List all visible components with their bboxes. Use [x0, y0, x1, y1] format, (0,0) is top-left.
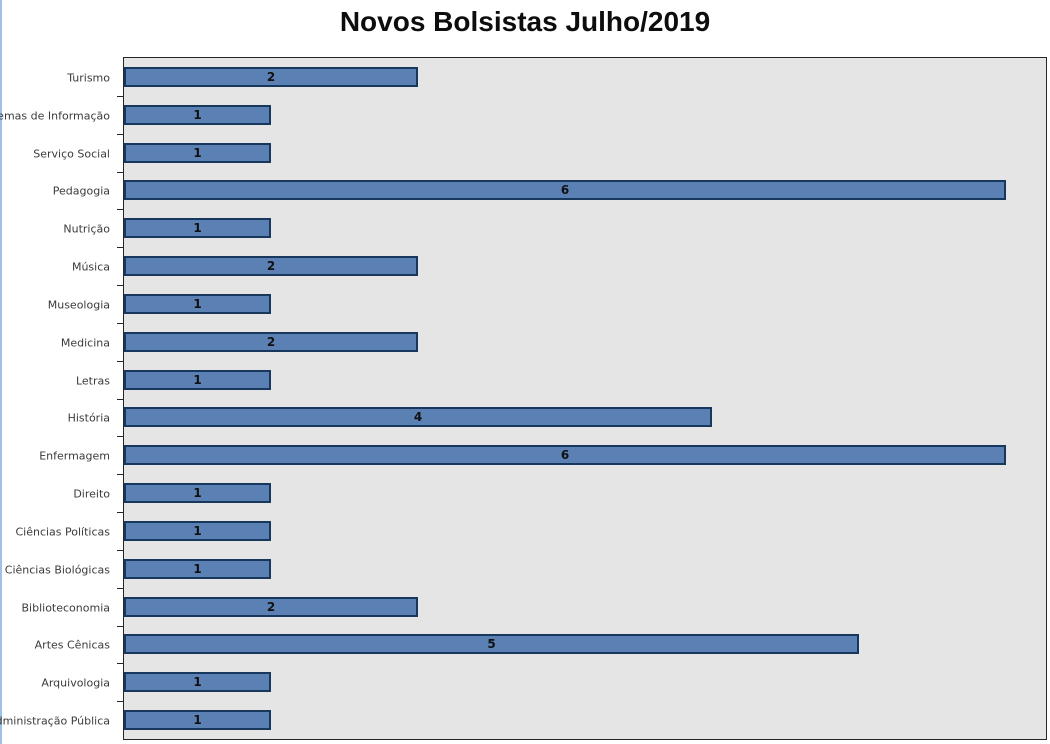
axis-tick: [117, 625, 123, 627]
bar-value-label: 6: [560, 183, 570, 198]
bar-value-label: 6: [560, 448, 570, 463]
bar-value-label: 1: [193, 675, 202, 690]
axis-tick: [117, 95, 123, 97]
category-label: Serviço Social: [33, 147, 110, 161]
axis-tick: [117, 322, 123, 324]
bar: 2: [124, 256, 418, 277]
bar: 1: [124, 293, 271, 314]
axis-tick: [117, 474, 123, 476]
category-label: Medicina: [60, 336, 110, 350]
category-label: Arquivologia: [41, 676, 110, 690]
bar-value-label: 1: [193, 486, 202, 501]
axis-tick: [117, 398, 123, 400]
axis-tick: [117, 587, 123, 589]
axis-tick: [117, 512, 123, 513]
bar-value-label: 1: [193, 713, 202, 728]
bar-value-label: 2: [266, 599, 276, 614]
bar: 1: [124, 520, 271, 541]
category-axis: Turismo Sistemas de Informação Serviço Soc…: [0, 58, 116, 739]
bar-value-label: 5: [487, 637, 496, 652]
bar: 1: [124, 672, 271, 693]
bar-value-label: 4: [413, 410, 423, 425]
axis-tick: [117, 133, 123, 135]
axis-tick: [117, 549, 123, 551]
bar: 2: [124, 596, 418, 617]
axis-tick: [117, 171, 123, 173]
chart-title: Novos Bolsistas Julho/2019: [339, 6, 711, 37]
category-label: Pedagogia: [52, 184, 110, 198]
bar: 1: [124, 218, 271, 239]
bar: 1: [124, 104, 271, 125]
bar-value-label: 1: [193, 145, 202, 160]
bar-value-label: 1: [193, 523, 202, 538]
category-label: Ciências Políticas: [15, 525, 110, 539]
bar: 5: [124, 634, 859, 655]
bar: 6: [124, 445, 1006, 466]
axis-tick: [117, 436, 123, 438]
bar: 1: [124, 483, 271, 504]
bar: 4: [124, 407, 712, 428]
axis-tick: [117, 247, 123, 249]
bar: 1: [124, 558, 271, 579]
left-edge-line: [0, 0, 2, 744]
axis-tick: [117, 209, 123, 211]
category-label: Biblioteconomia: [21, 601, 111, 615]
category-label: Música: [71, 260, 110, 274]
bar-value-label: 1: [193, 296, 202, 311]
axis-tick: [117, 360, 123, 362]
bar: 1: [124, 142, 271, 163]
category-label: Sistemas de Informação: [0, 109, 110, 123]
category-label: Artes Cênicas: [34, 638, 110, 652]
category-label: Museologia: [47, 298, 110, 312]
category-label: Nutrição: [63, 222, 110, 236]
bar-value-label: 1: [193, 107, 202, 122]
category-label: Administração Pública: [0, 714, 110, 728]
bar: 1: [124, 710, 271, 731]
bar: 2: [124, 66, 418, 87]
bar-value-label: 1: [193, 372, 202, 387]
bar: 2: [124, 331, 418, 352]
category-label: História: [67, 411, 110, 425]
bar-value-label: 1: [193, 561, 202, 576]
bar-value-label: 2: [266, 69, 276, 84]
bar: 1: [124, 369, 271, 390]
category-label: Letras: [75, 374, 110, 388]
bar-value-label: 2: [266, 259, 276, 274]
category-label: Ciências Biológicas: [4, 563, 110, 577]
axis-tick: [117, 701, 123, 703]
axis-tick: [117, 285, 123, 286]
category-label: Enfermagem: [39, 449, 110, 463]
axis-tick: [117, 663, 123, 665]
bar-value-label: 1: [193, 221, 202, 236]
category-label: Direito: [73, 487, 110, 501]
category-label: Turismo: [67, 71, 110, 85]
bar-value-label: 2: [266, 334, 276, 349]
bar: 6: [124, 180, 1006, 201]
